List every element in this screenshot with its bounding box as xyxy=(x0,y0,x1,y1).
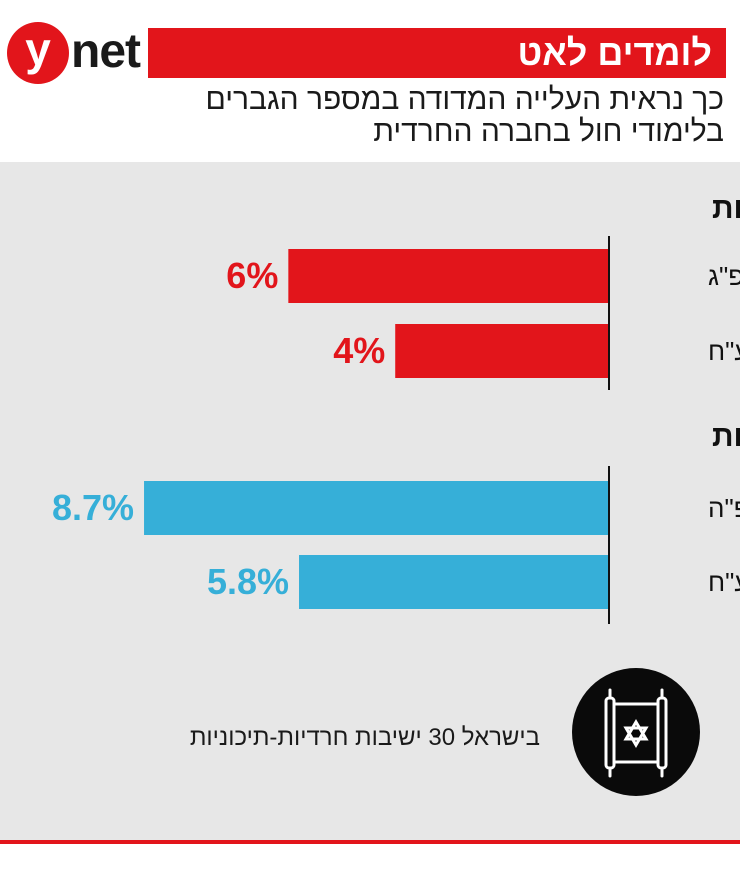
bar xyxy=(288,249,609,303)
ynet-logo-text: net xyxy=(71,25,141,78)
data-label: 5.8% xyxy=(207,561,289,602)
page-subtitle: כך נראית העלייה המדודה במספר הגברים בלימ… xyxy=(205,83,724,148)
category-label: תשפ"ה xyxy=(708,493,740,523)
chart-title: אחוז הלומדים לבגרות xyxy=(712,420,740,453)
bar xyxy=(395,324,609,378)
category-label: תשפ"ג xyxy=(708,261,740,291)
page-title: לומדים לאט xyxy=(148,28,726,78)
data-label: 6% xyxy=(226,255,278,296)
category-label: תשע"ח xyxy=(708,336,740,366)
footer-note: בישראל 30 ישיבות חרדיות-תיכוניות xyxy=(189,724,540,751)
data-label: 4% xyxy=(333,330,385,371)
data-label: 8.7% xyxy=(52,487,134,528)
torah-scroll-icon xyxy=(572,668,700,796)
category-label: תשע"ח xyxy=(708,567,740,597)
bar xyxy=(299,555,609,609)
chart-title: אחוז הבוגרים הזכאים לבגרות xyxy=(712,192,740,225)
ynet-logo-icon: y xyxy=(7,22,69,84)
bottom-divider xyxy=(0,840,740,844)
bar xyxy=(144,481,610,535)
